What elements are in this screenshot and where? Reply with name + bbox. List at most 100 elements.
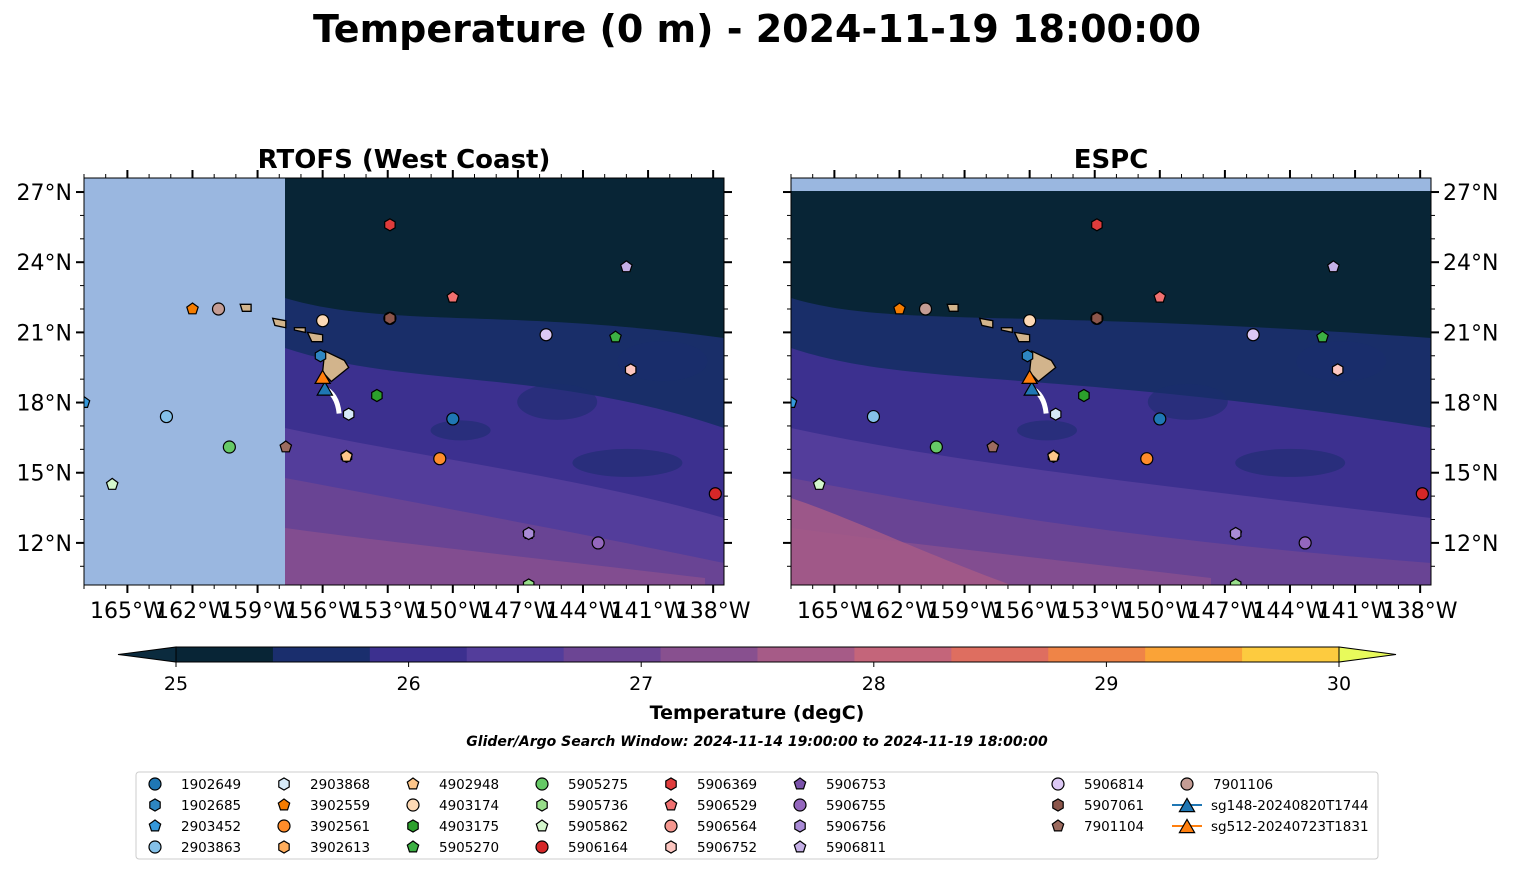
map-frame xyxy=(790,177,1432,586)
legend-label: 5906564 xyxy=(697,819,757,835)
island-maui xyxy=(1013,331,1031,343)
float-marker-4902948 xyxy=(340,449,353,462)
panel-title-espc: ESPC xyxy=(1074,145,1149,175)
legend-label: 5905736 xyxy=(568,798,628,814)
field-band xyxy=(285,528,705,585)
float-marker-5905862 xyxy=(105,477,119,490)
map-frame xyxy=(83,177,725,586)
float-marker-5906756 xyxy=(1229,526,1242,541)
legend-item-3902561: 3902561 xyxy=(277,819,370,835)
legend-marker xyxy=(1178,818,1196,834)
map-panel-rtofs: RTOFS (West Coast) 165°W162°W159°W156°W1… xyxy=(17,145,751,624)
colorbar-tick-label: 29 xyxy=(1094,673,1118,695)
colorbar-segment xyxy=(272,647,371,662)
legend-label: 5906811 xyxy=(826,840,886,856)
field-eddy xyxy=(1017,420,1077,441)
legend-item-sg148-20240820T1744: sg148-20240820T1744 xyxy=(1172,797,1369,814)
x-tick-label: 156°W xyxy=(992,599,1067,624)
field-eddy xyxy=(1147,383,1228,420)
float-marker-5906529 xyxy=(1153,290,1167,303)
y-tick-label: 21°N xyxy=(17,321,72,346)
x-tick-label: 150°W xyxy=(1122,599,1197,624)
float-marker-5906752 xyxy=(1331,363,1344,377)
legend-marker xyxy=(535,777,549,791)
float-marker-5905275 xyxy=(222,440,236,454)
field-eddy xyxy=(617,341,708,382)
legend-marker xyxy=(278,840,290,854)
legend-label: 5906164 xyxy=(568,840,628,856)
legend-label: 5906752 xyxy=(697,840,757,856)
field-eddy xyxy=(517,383,598,420)
legend-label: 5906814 xyxy=(1084,777,1144,793)
colorbar-segment xyxy=(951,647,1049,662)
islands xyxy=(946,303,1057,383)
legend-marker xyxy=(793,798,807,812)
legend-label: 4902948 xyxy=(439,777,499,793)
legend-item-5905862: 5905862 xyxy=(535,819,628,835)
legend-item-7901106: 7901106 xyxy=(1180,777,1273,793)
legend-label: 5906369 xyxy=(697,777,757,793)
legend-item-5906164: 5906164 xyxy=(535,840,628,856)
float-marker-5905736 xyxy=(522,578,535,585)
colorbar: 25 26 27 28 29 30 xyxy=(117,646,1397,695)
colorbar-segment xyxy=(176,647,274,662)
legend-label: 2903452 xyxy=(181,819,241,835)
float-marker-4903175 xyxy=(371,388,383,403)
float-marker-5906755 xyxy=(591,536,605,550)
y-tick-label: 18°N xyxy=(17,392,72,417)
x-tick-label: 147°W xyxy=(481,599,556,624)
legend-item-2903863: 2903863 xyxy=(148,840,241,856)
x-tick-label: 165°W xyxy=(90,599,165,624)
legend-marker xyxy=(278,777,290,791)
float-marker-4903175 xyxy=(1078,388,1090,403)
x-tick-label: 138°W xyxy=(676,599,751,624)
legend-marker xyxy=(793,840,807,853)
legend-marker xyxy=(535,840,549,854)
legend-label: sg148-20240820T1744 xyxy=(1211,798,1369,814)
legend-item-5906756: 5906756 xyxy=(794,819,886,835)
legend-marker xyxy=(664,798,678,811)
island-oahu xyxy=(271,317,287,329)
temperature-field xyxy=(791,178,1431,585)
islands xyxy=(239,303,350,383)
float-marker-5906811 xyxy=(1326,260,1340,273)
colorbar-tick-label: 25 xyxy=(164,673,188,695)
float-marker-1902649 xyxy=(446,412,460,426)
legend-item-4902948: 4902948 xyxy=(406,777,499,793)
colorbar-label: Temperature (degC) xyxy=(650,702,865,724)
legend-marker xyxy=(148,777,162,791)
float-marker-1902649 xyxy=(1153,412,1167,426)
y-tick-label: 21°N xyxy=(1443,321,1498,346)
legend-label: 2903863 xyxy=(181,840,241,856)
x-tick-label: 159°W xyxy=(220,599,295,624)
legend-marker xyxy=(277,819,291,833)
legend-item-5906529: 5906529 xyxy=(664,798,757,814)
field-eddy xyxy=(430,420,491,441)
float-marker-3902561 xyxy=(433,452,447,466)
legend-marker xyxy=(664,819,678,833)
float-marker-5905270 xyxy=(1316,330,1329,343)
colorbar-segment xyxy=(563,647,662,662)
island-molokai xyxy=(1000,327,1013,334)
y-tick-label: 12°N xyxy=(1443,532,1498,557)
field-eddy xyxy=(1235,448,1346,477)
float-marker-7901104 xyxy=(279,440,293,453)
y-tick-label: 24°N xyxy=(1443,251,1498,276)
legend-label: 3902613 xyxy=(310,840,370,856)
float-marker-1902685 xyxy=(314,349,327,363)
float-marker-2903863 xyxy=(866,409,881,424)
y-tick-label: 12°N xyxy=(17,532,72,557)
x-tick-label: 147°W xyxy=(1188,599,1263,624)
colorbar-segment xyxy=(854,647,952,662)
temperature-field xyxy=(285,178,724,585)
float-marker-5905736 xyxy=(1229,578,1242,585)
float-marker-2903863 xyxy=(159,409,174,424)
y-tick-label: 15°N xyxy=(17,462,72,487)
map-panel-espc: ESPC 165°W162°W159°W156°W153°W150°W147°W… xyxy=(783,145,1498,624)
x-tick-label: 141°W xyxy=(611,599,686,624)
x-tick-label: 141°W xyxy=(1318,599,1393,624)
legend-label: 4903175 xyxy=(439,819,499,835)
legend-label: 5905275 xyxy=(568,777,628,793)
float-marker-5906164 xyxy=(1415,487,1429,501)
legend-label: 7901104 xyxy=(1084,819,1144,835)
